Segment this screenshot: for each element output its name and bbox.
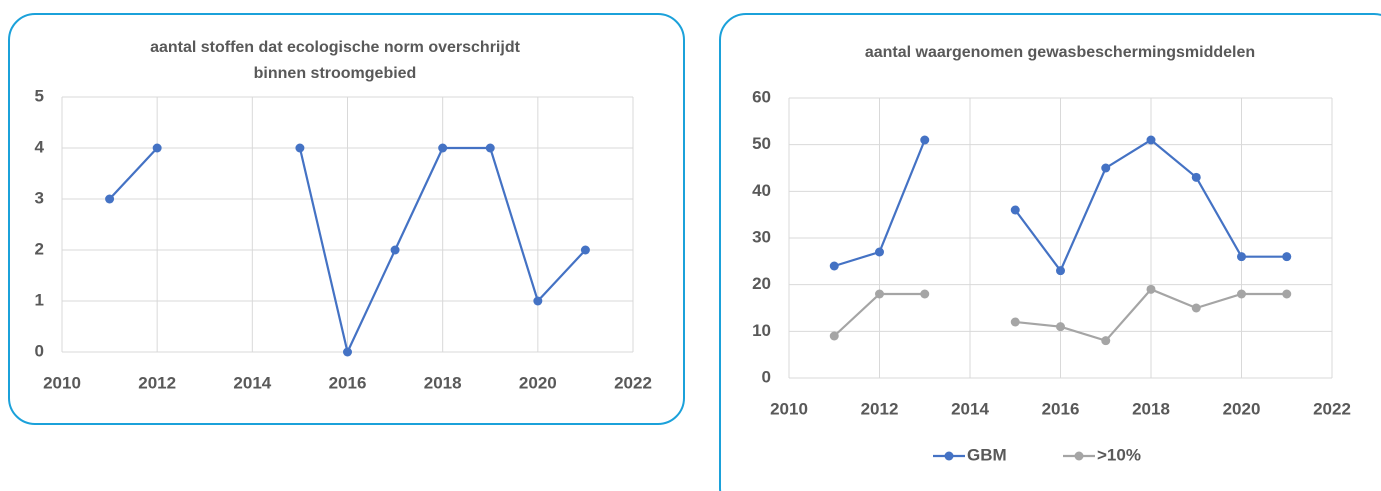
data-point (1010, 205, 1020, 215)
data-point (438, 143, 448, 153)
x-tick-label: 2022 (1313, 399, 1351, 418)
data-point (580, 245, 590, 255)
data-point (1056, 266, 1065, 276)
y-tick-label: 30 (752, 227, 771, 246)
x-tick-label: 2010 (43, 373, 81, 392)
x-tick-label: 2020 (1223, 399, 1261, 418)
x-tick-label: 2020 (519, 373, 557, 392)
data-point (1191, 303, 1201, 313)
x-tick-label: 2014 (233, 373, 271, 392)
chart-title: aantal waargenomen gewasbeschermingsmidd… (865, 44, 1255, 61)
data-point (1056, 322, 1065, 332)
x-tick-label: 2010 (770, 399, 808, 418)
data-point (1237, 252, 1246, 262)
legend-marker (944, 451, 954, 461)
y-tick-label: 5 (35, 86, 44, 105)
x-tick-label: 2012 (138, 373, 176, 392)
data-point (1146, 135, 1156, 145)
data-point (875, 289, 884, 299)
legend-marker (1074, 451, 1084, 461)
data-point (875, 247, 884, 257)
x-tick-label: 2018 (1132, 399, 1170, 418)
legend-label: GBM (967, 445, 1007, 464)
x-tick-label: 2016 (329, 373, 367, 392)
y-tick-label: 60 (752, 87, 771, 106)
data-point (1282, 252, 1292, 262)
data-point (485, 143, 495, 153)
data-point (152, 143, 162, 153)
data-point (1101, 163, 1111, 173)
y-tick-label: 50 (752, 134, 771, 153)
chart-frame (719, 13, 1381, 491)
data-point (105, 194, 115, 204)
data-point (829, 331, 839, 341)
chart-title: aantal stoffen dat ecologische norm over… (150, 39, 521, 56)
x-tick-label: 2018 (424, 373, 462, 392)
data-point (343, 347, 352, 357)
data-point (829, 261, 839, 271)
y-tick-label: 10 (752, 321, 771, 340)
data-point (920, 135, 930, 145)
chart-frame (8, 13, 685, 425)
data-point (1101, 336, 1111, 346)
data-point (295, 143, 305, 153)
x-tick-label: 2014 (951, 399, 989, 418)
data-point (1010, 317, 1020, 327)
x-tick-label: 2012 (861, 399, 899, 418)
x-tick-label: 2022 (614, 373, 652, 392)
data-point (1237, 289, 1246, 299)
data-point (1146, 284, 1156, 294)
data-point (1191, 172, 1201, 182)
legend-label: >10% (1097, 445, 1141, 464)
y-tick-label: 40 (752, 181, 771, 200)
y-tick-label: 0 (762, 367, 771, 386)
y-tick-label: 2 (35, 239, 44, 258)
chart-title: binnen stroomgebied (254, 65, 417, 82)
data-point (1282, 289, 1292, 299)
data-point (920, 289, 930, 299)
y-tick-label: 0 (35, 341, 44, 360)
x-tick-label: 2016 (1042, 399, 1080, 418)
data-point (390, 245, 400, 255)
data-point (533, 296, 543, 306)
y-tick-label: 20 (752, 274, 771, 293)
y-tick-label: 3 (35, 188, 44, 207)
y-tick-label: 1 (35, 290, 44, 309)
y-tick-label: 4 (35, 137, 45, 156)
